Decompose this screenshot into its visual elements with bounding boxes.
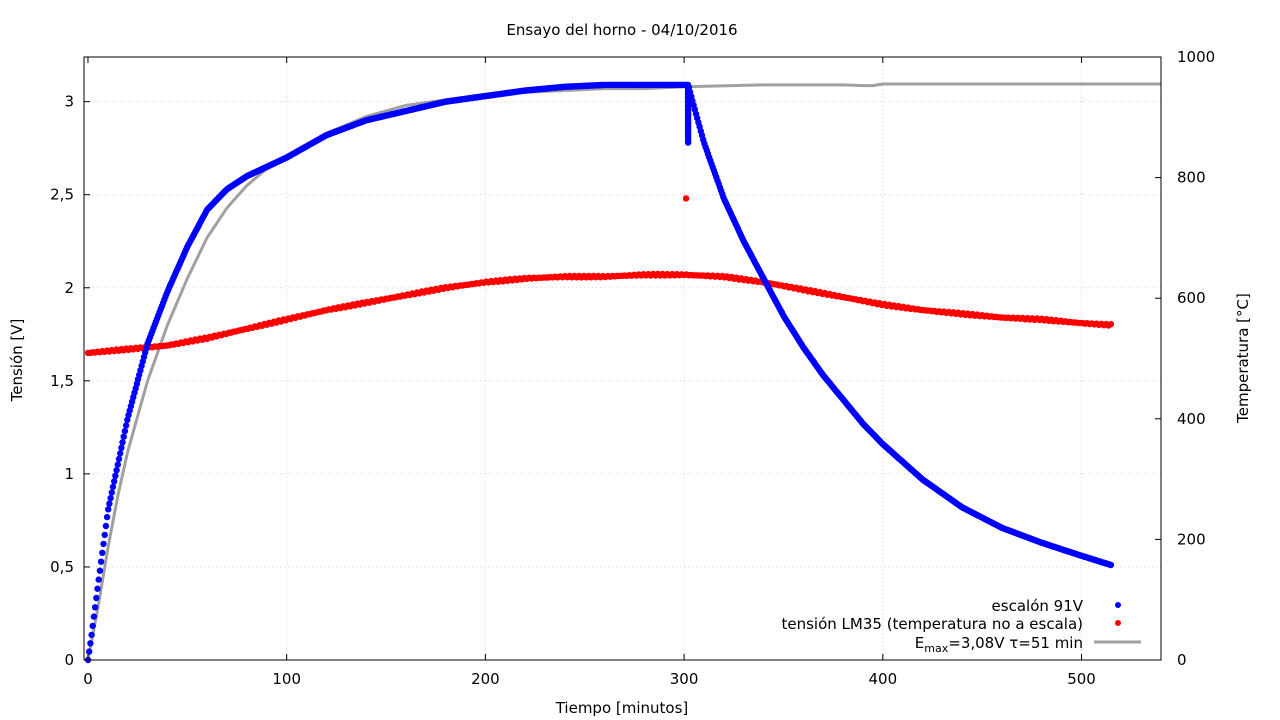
escalon-point [109,483,117,491]
escalon-point [117,450,124,457]
chart-title: Ensayo del horno - 04/10/2016 [506,21,737,39]
escalon-point [114,461,122,468]
x-tick-label: 200 [471,670,500,688]
escalon-point [1107,561,1115,569]
y2-tick-label: 1000 [1177,48,1215,66]
legend-marker-lm35 [1115,620,1121,626]
legend-label-fit: Emax=3,08V τ=51 min [915,634,1083,655]
y2-tick-label: 400 [1177,410,1206,428]
escalon-point [118,444,125,451]
legend-fit-sub: max [924,642,948,655]
y-axis-left: 0 0,5 1 1,5 2 2,5 3 [50,93,90,669]
escalon-point [86,648,93,655]
escalon-point [115,455,123,463]
legend-marker-escalon [1115,602,1121,608]
escalon-point [113,467,120,474]
escalon-point [105,506,112,513]
x-tick-label: 500 [1067,670,1096,688]
legend-fit-rest: =3,08V τ=51 min [948,634,1083,652]
escalon-point [120,433,127,440]
escalon-point [101,531,108,539]
escalon-point [684,139,692,146]
escalon-point [112,472,119,479]
y-axis-label: Tensión [V] [8,319,26,403]
series-fit-line [86,82,1161,661]
escalon-point [95,576,102,583]
escalon-point [94,585,101,592]
escalon-point [100,540,107,548]
x-tick-label: 400 [868,670,897,688]
escalon-point [108,489,116,496]
y2-axis-label: Temperatura [°C] [1234,293,1252,424]
x-tick-label: 0 [83,670,93,688]
y2-tick-label: 600 [1177,289,1206,307]
legend-label-escalon: escalón 91V [992,597,1084,615]
escalon-point [121,427,129,435]
escalon-point [111,478,118,485]
x-tick-label: 300 [670,670,699,688]
escalon-point [87,640,94,647]
escalon-point [97,558,105,565]
lm35-outlier-point [682,195,690,202]
y-tick-label: 0,5 [50,558,74,576]
x-axis-label: Tiempo [minutos] [555,699,689,717]
lm35-point [1107,321,1115,328]
escalon-point [122,422,130,429]
escalon-point [99,549,106,556]
escalon-point [91,604,99,611]
escalon-point [96,567,104,574]
x-axis: 0 100 200 300 400 500 [83,57,1096,688]
y-axis-right: 0 200 400 600 800 1000 [1155,48,1215,669]
x-tick-label: 100 [272,670,301,688]
series-layer [84,81,1161,664]
escalon-point [93,594,100,602]
escalon-point [102,522,110,530]
escalon-point [89,622,96,630]
legend: escalón 91V tensión LM35 (temperatura no… [781,597,1141,655]
escalon-point [103,513,111,521]
legend-label-lm35: tensión LM35 (temperatura no a escala) [781,615,1083,633]
y2-tick-label: 800 [1177,169,1206,187]
y2-tick-label: 0 [1177,651,1187,669]
escalon-point [88,631,95,639]
y-tick-label: 0 [64,651,74,669]
y-tick-label: 2,5 [50,186,74,204]
y-tick-label: 2 [64,279,74,297]
y-tick-label: 1 [64,465,74,483]
escalon-point [106,500,113,507]
escalon-point [107,494,114,502]
y-tick-label: 3 [64,93,74,111]
escalon-point [90,613,98,620]
plot-border [83,56,1162,661]
series-escalon [84,81,1115,664]
y-tick-label: 1,5 [50,372,74,390]
escalon-point [124,416,131,424]
escalon-point [119,439,126,446]
y2-tick-label: 200 [1177,530,1206,548]
series-lm35 [84,195,1115,357]
legend-fit-main: E [915,634,924,652]
